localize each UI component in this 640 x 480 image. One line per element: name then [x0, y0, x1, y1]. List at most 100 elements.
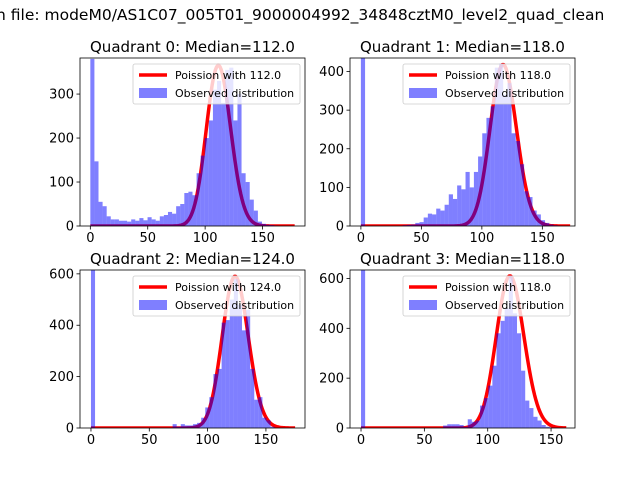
legend: Poission with 118.0 Observed distribution: [402, 63, 571, 105]
histogram-bar: [447, 424, 452, 428]
legend-line-label: Poission with 112.0: [175, 69, 281, 82]
histogram-bar: [258, 397, 263, 428]
histogram-bar: [172, 424, 177, 428]
histogram-bar: [147, 217, 152, 226]
legend-box: [402, 275, 571, 317]
histogram-bar: [457, 185, 462, 226]
histogram-bar: [237, 94, 242, 226]
histogram-bar: [172, 213, 177, 226]
histogram-bar: [266, 224, 271, 226]
histogram-bar: [507, 83, 512, 226]
histogram-bar: [488, 385, 493, 428]
x-tick-label: 50: [413, 231, 430, 246]
histogram-bar: [135, 220, 140, 226]
histogram-bar: [361, 270, 366, 428]
histogram-bar: [114, 219, 119, 226]
histogram-bar: [504, 308, 509, 428]
histogram-bar: [452, 198, 458, 226]
legend-bar-label: Observed distribution: [445, 87, 564, 100]
legend-bar-swatch: [409, 300, 437, 310]
histogram-bar: [242, 330, 247, 428]
legend: Poission with 124.0 Observed distribution: [132, 275, 301, 317]
histogram-bar: [262, 417, 267, 428]
subplot-quadrant-3: 0 50 100 150 0 200 400 600 Quadrant 3: Median=11…: [319, 250, 576, 448]
x-tick-label: 0: [87, 433, 95, 448]
histogram-bar: [448, 194, 453, 226]
histogram-bar: [478, 156, 483, 226]
histogram-bar: [499, 63, 504, 226]
histogram-bar: [201, 417, 206, 428]
x-tick-label: 100: [195, 433, 220, 448]
plot-area: [90, 270, 296, 428]
plot-area: [89, 58, 296, 226]
figure-title: n file: modeM0/AS1C07_005T01_9000004992_…: [0, 6, 605, 24]
subplot-title: Quadrant 1: Median=118.0: [360, 38, 565, 56]
histogram-bar: [102, 206, 107, 226]
histogram-bar: [440, 210, 445, 226]
histogram-bar: [423, 217, 428, 226]
legend: Poission with 112.0 Observed distribution: [132, 63, 301, 105]
histogram-bar: [528, 197, 533, 226]
histogram-bar: [90, 270, 96, 428]
histogram-bar: [525, 400, 530, 428]
x-tick-label: 150: [250, 231, 275, 246]
y-tick-label: 200: [49, 132, 74, 147]
histogram-bar: [131, 219, 136, 226]
subplot-title: Quadrant 3: Median=118.0: [360, 250, 565, 268]
legend-line-label: Poission with 118.0: [445, 69, 551, 82]
y-tick-label: 200: [319, 142, 344, 157]
histogram-bar: [524, 191, 529, 226]
histogram-bar: [241, 173, 246, 226]
histogram-bar: [473, 171, 479, 226]
histogram-bar: [209, 397, 214, 428]
histogram-bar: [411, 224, 416, 226]
histogram-bar: [159, 216, 164, 226]
histogram-bar: [184, 425, 189, 428]
histogram-bar: [250, 368, 255, 428]
histogram-bar: [494, 67, 500, 226]
histogram-bar: [459, 425, 464, 428]
y-tick-label: 0: [66, 422, 74, 437]
histogram-bar: [529, 408, 534, 428]
axes-frame: [79, 269, 306, 429]
histogram-bar: [151, 219, 156, 226]
histogram-bar: [225, 320, 230, 428]
x-tick-label: 150: [539, 433, 564, 448]
histogram-bar: [188, 425, 194, 428]
histogram-bar: [469, 187, 474, 226]
histogram-bar: [517, 333, 522, 428]
histogram-bar: [180, 424, 185, 428]
histogram-bar: [188, 191, 193, 226]
histogram-bar: [217, 368, 222, 428]
y-tick-label: 100: [319, 181, 344, 196]
histogram-bar: [484, 398, 489, 428]
y-tick-label: 0: [66, 220, 74, 235]
histogram-bar: [180, 204, 185, 226]
legend-bar-swatch: [409, 88, 437, 98]
histogram-bar: [503, 94, 508, 226]
histogram-bar: [500, 320, 505, 428]
x-tick-label: 100: [193, 231, 218, 246]
y-tick-label: 400: [49, 319, 74, 334]
x-tick-label: 50: [141, 433, 158, 448]
histogram-bar: [436, 208, 441, 226]
histogram-bar: [192, 195, 197, 226]
x-tick-label: 0: [357, 231, 365, 246]
legend-bar-swatch: [139, 88, 167, 98]
histogram-bar: [110, 219, 115, 226]
histogram-bar: [270, 225, 275, 226]
legend-box: [132, 275, 301, 317]
y-tick-label: 100: [49, 176, 74, 191]
histogram-bar: [233, 278, 238, 428]
histogram-bar: [492, 365, 497, 428]
y-tick-label: 200: [319, 372, 344, 387]
histogram-bar: [427, 213, 433, 226]
histogram-bar: [221, 322, 226, 428]
y-tick-label: 0: [336, 220, 344, 235]
histogram-bar: [451, 424, 456, 428]
histogram-bar: [94, 161, 99, 226]
legend-line-label: Poission with 124.0: [175, 281, 281, 294]
histogram-bar: [127, 221, 132, 226]
subplot-quadrant-1: 0 50 100 150 0 100 200 300 400 Quadrant 1: Median…: [319, 38, 576, 246]
histogram-bar: [537, 420, 542, 428]
